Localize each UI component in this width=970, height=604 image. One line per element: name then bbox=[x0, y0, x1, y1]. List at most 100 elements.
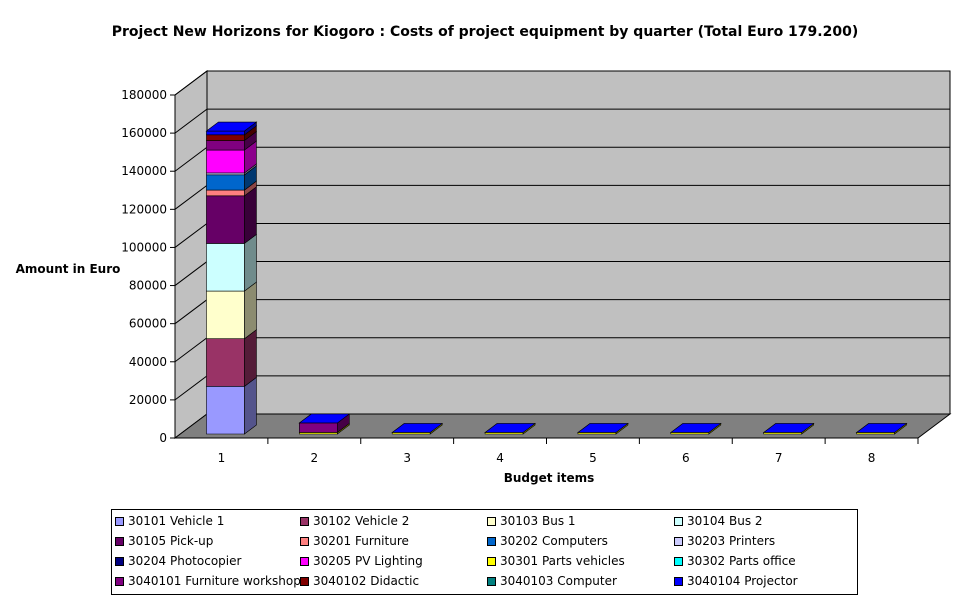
floor bbox=[173, 413, 952, 439]
legend-item: 30103 Bus 1 bbox=[487, 513, 576, 529]
bar-top bbox=[298, 413, 351, 424]
x-tick-label: 3 bbox=[403, 451, 411, 465]
legend-item: 3040103 Computer bbox=[487, 573, 617, 589]
bar-segment bbox=[299, 422, 338, 433]
legend-item: 3040104 Projector bbox=[674, 573, 798, 589]
gridline bbox=[174, 108, 950, 134]
bar-segment bbox=[206, 243, 245, 292]
legend-label: 30204 Photocopier bbox=[128, 554, 242, 568]
legend-swatch bbox=[487, 576, 496, 586]
legend-swatch bbox=[115, 536, 124, 546]
bar-segment bbox=[206, 386, 245, 435]
legend-item: 30203 Printers bbox=[674, 533, 775, 549]
legend-item: 30205 PV Lighting bbox=[300, 553, 423, 569]
y-tick-label: 100000 bbox=[121, 240, 167, 254]
legend-label: 3040103 Computer bbox=[500, 574, 617, 588]
x-tick-label: 1 bbox=[218, 451, 226, 465]
bar-segment-side bbox=[244, 233, 257, 292]
legend-swatch bbox=[300, 536, 309, 546]
legend-label: 3040102 Didactic bbox=[313, 574, 420, 588]
side-wall bbox=[174, 70, 208, 439]
bar-top bbox=[577, 423, 629, 433]
bar-top bbox=[669, 423, 722, 433]
y-tick-label: 180000 bbox=[121, 88, 167, 102]
bar-top bbox=[205, 121, 258, 132]
y-tick-label: 40000 bbox=[129, 355, 167, 369]
legend-label: 30104 Bus 2 bbox=[687, 514, 763, 528]
legend-label: 30205 PV Lighting bbox=[313, 554, 423, 568]
legend-item: 30104 Bus 2 bbox=[674, 513, 763, 529]
legend-swatch bbox=[487, 536, 496, 546]
plot-area: 0 20000 40000 60000 80000 100000 120000 140000 1… bbox=[121, 70, 952, 465]
y-tick-label: 160000 bbox=[121, 126, 167, 140]
legend-item: 30101 Vehicle 1 bbox=[115, 513, 224, 529]
bar-top bbox=[762, 423, 815, 433]
legend-label: 30101 Vehicle 1 bbox=[128, 514, 225, 528]
x-tick-label: 5 bbox=[589, 451, 597, 465]
x-tick-label: 8 bbox=[868, 451, 876, 465]
bar-top bbox=[391, 423, 444, 433]
legend-item: 30302 Parts office bbox=[674, 553, 796, 569]
back-wall bbox=[206, 70, 951, 415]
bar-segment-side bbox=[244, 281, 257, 340]
legend-label: 3040104 Projector bbox=[687, 574, 798, 588]
legend-item: 30105 Pick-up bbox=[115, 533, 213, 549]
gridline bbox=[174, 70, 950, 96]
legend-item: 3040102 Didactic bbox=[300, 573, 419, 589]
bar-segment-side bbox=[244, 329, 257, 387]
legend-swatch bbox=[115, 516, 124, 526]
bar-segment bbox=[206, 189, 245, 197]
bar-segment-side bbox=[244, 376, 257, 435]
bar-segment bbox=[206, 290, 245, 340]
legend-label: 3040101 Furniture workshops bbox=[128, 574, 308, 588]
legend-swatch bbox=[674, 536, 683, 546]
bar-top bbox=[855, 423, 908, 433]
legend-item: 30301 Parts vehicles bbox=[487, 553, 625, 569]
legend-swatch bbox=[115, 556, 124, 566]
y-tick-label: 20000 bbox=[129, 393, 167, 407]
legend-label: 30302 Parts office bbox=[687, 554, 796, 568]
legend-swatch bbox=[674, 556, 683, 566]
legend-label: 30102 Vehicle 2 bbox=[313, 514, 410, 528]
legend-swatch bbox=[674, 516, 683, 526]
y-tick-label: 120000 bbox=[121, 202, 167, 216]
x-axis-label: Budget items bbox=[504, 471, 595, 485]
legend-item: 30204 Photocopier bbox=[115, 553, 241, 569]
x-tick-label: 2 bbox=[310, 451, 318, 465]
bar-top bbox=[484, 423, 536, 433]
legend-label: 30202 Computers bbox=[500, 534, 608, 548]
legend-label: 30201 Furniture bbox=[313, 534, 409, 548]
legend-swatch bbox=[674, 576, 683, 586]
y-tick-label: 80000 bbox=[129, 279, 167, 293]
bar-segment-side bbox=[244, 186, 257, 245]
legend-item: 3040101 Furniture workshops bbox=[115, 573, 307, 589]
legend-swatch bbox=[300, 556, 309, 566]
legend-swatch bbox=[487, 516, 496, 526]
legend-item: 30201 Furniture bbox=[300, 533, 409, 549]
y-tick-label: 140000 bbox=[121, 164, 167, 178]
bar-segment bbox=[206, 134, 245, 141]
y-tick-label: 0 bbox=[159, 431, 167, 445]
legend-swatch bbox=[300, 516, 309, 526]
legend-label: 30301 Parts vehicles bbox=[500, 554, 625, 568]
y-tick-label: 60000 bbox=[129, 317, 167, 331]
chart-title: Project New Horizons for Kiogoro : Costs… bbox=[112, 24, 858, 40]
bar-segment bbox=[206, 195, 245, 244]
y-axis-label: Amount in Euro bbox=[16, 262, 121, 276]
bar-segment bbox=[206, 174, 245, 191]
bar-segment bbox=[206, 338, 245, 387]
legend-item: 30202 Computers bbox=[487, 533, 608, 549]
legend-swatch bbox=[115, 576, 124, 586]
bar-segment bbox=[206, 130, 245, 136]
legend-item: 30102 Vehicle 2 bbox=[300, 513, 409, 529]
bar-segment bbox=[206, 140, 245, 151]
legend-swatch bbox=[300, 576, 309, 586]
chart-svg: Project New Horizons for Kiogoro : Costs… bbox=[16, 24, 952, 485]
legend-label: 30103 Bus 1 bbox=[500, 514, 576, 528]
bar-segment bbox=[206, 149, 245, 174]
legend: 30101 Vehicle 1 30102 Vehicle 2 30103 Bus … bbox=[111, 509, 858, 595]
legend-label: 30105 Pick-up bbox=[128, 534, 214, 548]
x-tick-label: 6 bbox=[682, 451, 690, 465]
legend-swatch bbox=[487, 556, 496, 566]
